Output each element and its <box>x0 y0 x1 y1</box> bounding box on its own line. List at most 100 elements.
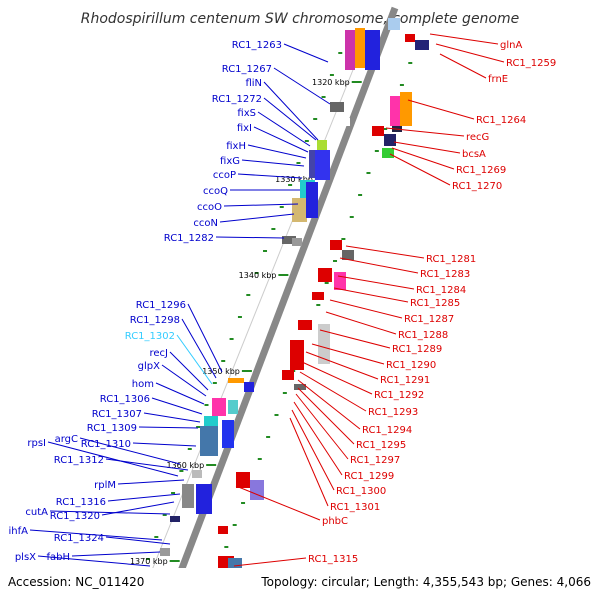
tick-dot <box>257 458 262 460</box>
tick-dot <box>229 338 234 340</box>
right-connector <box>439 53 487 79</box>
gene-label-ccoO: ccoO <box>197 202 222 213</box>
left-connector <box>105 458 189 471</box>
gene-block <box>355 28 365 68</box>
tick-dot <box>224 546 229 548</box>
tick-dot <box>171 492 176 494</box>
gene-label-fabH: fabH <box>46 552 70 563</box>
left-connector <box>176 334 213 385</box>
gene-label-RC1_1269: RC1_1269 <box>456 165 506 176</box>
gene-label-RC1_1291: RC1_1291 <box>380 375 430 386</box>
gene-label-RC1_1285: RC1_1285 <box>410 298 460 309</box>
tick-dot <box>187 448 192 450</box>
tick-dot <box>349 216 354 218</box>
gene-label-RC1_1282: RC1_1282 <box>164 233 214 244</box>
gene-label-bcsA: bcsA <box>462 149 486 160</box>
gene-block <box>196 484 212 514</box>
tick-dot <box>232 524 237 526</box>
right-connector <box>325 311 397 335</box>
gene-block <box>345 30 355 70</box>
gene-label-RC1_1320: RC1_1320 <box>50 511 100 522</box>
gene-block <box>405 34 415 42</box>
tick-dot <box>196 426 201 428</box>
left-connector <box>29 529 163 541</box>
gene-label-RC1_1263: RC1_1263 <box>232 40 282 51</box>
tick-dot <box>282 392 287 394</box>
gene-block <box>160 548 170 556</box>
gene-label-RC1_1272: RC1_1272 <box>212 94 262 105</box>
left-connector <box>37 555 151 567</box>
left-connector <box>47 441 179 477</box>
gene-block <box>382 148 394 158</box>
gene-label-RC1_1259: RC1_1259 <box>506 58 556 69</box>
left-connector <box>169 351 209 391</box>
gene-label-RC1_1297: RC1_1297 <box>350 455 400 466</box>
gene-label-fixS: fixS <box>237 108 256 119</box>
left-gene-labels: RC1_1263 RC1_1267 fliN RC1_1272 fixS fixI fixH… <box>9 40 282 563</box>
gene-label-RC1_1296: RC1_1296 <box>136 300 186 311</box>
left-connector <box>151 397 203 415</box>
gene-block <box>236 472 250 488</box>
gene-label-rplM: rplM <box>94 480 116 491</box>
gene-block <box>400 92 412 126</box>
gene-block <box>290 340 304 370</box>
gene-features <box>148 18 429 582</box>
gene-label-RC1_1316: RC1_1316 <box>56 497 106 508</box>
gene-label-recJ: recJ <box>150 348 169 359</box>
chromosome-inner-track <box>139 39 366 600</box>
gene-label-fixI: fixI <box>237 123 252 134</box>
gene-block <box>342 250 354 260</box>
gene-label-RC1_1309: RC1_1309 <box>87 423 137 434</box>
gene-label-rpsI: rpsI <box>27 438 46 449</box>
gene-label-hom: hom <box>132 379 154 390</box>
left-connector <box>49 510 171 515</box>
left-connector <box>155 382 205 405</box>
left-connector <box>79 437 181 465</box>
right-connector <box>233 557 307 567</box>
topology-text: Topology: circular; Length: 4,355,543 bp… <box>260 575 591 589</box>
gene-block <box>318 324 330 364</box>
footer-background <box>0 568 600 600</box>
left-connector <box>237 173 303 179</box>
map-title: Rhodospirillum centenum SW chromosome, c… <box>81 11 520 27</box>
tick-dot <box>204 404 209 406</box>
gene-block <box>306 182 318 218</box>
gene-block <box>298 320 312 330</box>
left-connector <box>257 111 311 147</box>
gene-block <box>222 420 234 448</box>
right-connector <box>389 153 451 186</box>
gene-block <box>334 272 346 290</box>
kbp-label: 1320 kbp <box>312 78 350 87</box>
gene-block <box>365 30 380 70</box>
right-connector <box>339 257 419 274</box>
gene-label-RC1_1312: RC1_1312 <box>54 455 104 466</box>
tick-dot <box>338 52 343 54</box>
right-connector <box>235 485 321 521</box>
left-connector <box>161 364 207 397</box>
left-connector <box>263 81 319 141</box>
gene-block <box>192 470 202 478</box>
right-connector <box>291 409 335 491</box>
right-connector <box>305 351 379 380</box>
gene-block <box>228 378 244 383</box>
right-connector <box>407 99 475 120</box>
gene-label-RC1_1300: RC1_1300 <box>336 486 386 497</box>
tick-dot <box>154 536 159 538</box>
left-connector <box>117 479 185 485</box>
left-connector <box>138 426 199 429</box>
gene-block <box>318 268 332 282</box>
kbp-labels: 1320 kbp 1330 kbp 1340 kbp 1350 kbp 1360 kbp… <box>130 78 362 566</box>
gene-label-ccoN: ccoN <box>193 218 218 229</box>
tick-dot <box>271 228 276 230</box>
right-connector <box>293 401 343 476</box>
right-connector <box>345 245 425 259</box>
gene-label-cutA: cutA <box>25 507 48 518</box>
gene-label-RC1_1324: RC1_1324 <box>54 533 104 544</box>
gene-block <box>294 384 306 390</box>
gene-block <box>182 484 194 508</box>
gene-block <box>218 526 228 534</box>
gene-label-phbC: phbC <box>322 516 348 527</box>
tick-dot <box>399 84 404 86</box>
right-connector <box>429 33 499 45</box>
